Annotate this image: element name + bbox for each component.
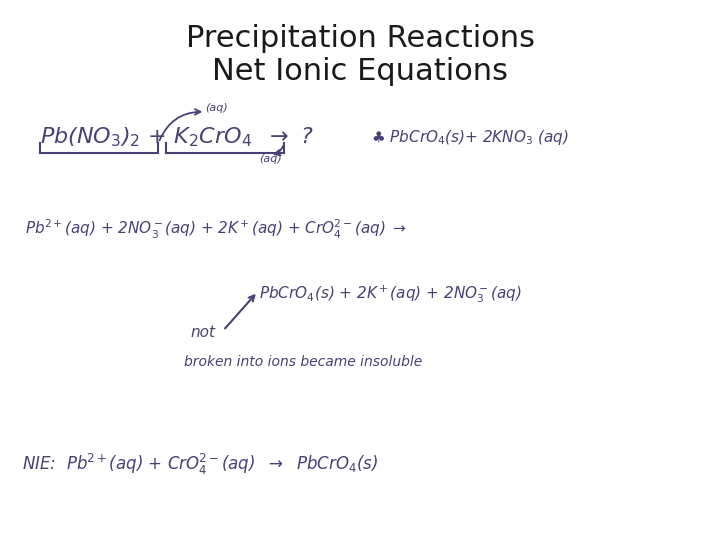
Text: Pb$^{2+}$(aq) + 2NO$_3^-$(aq) + 2K$^+$(aq) + CrO$_4^{2-}$(aq) $\rightarrow$: Pb$^{2+}$(aq) + 2NO$_3^-$(aq) + 2K$^+$(a… — [25, 218, 408, 241]
Text: $\clubsuit$ PbCrO$_4$(s)+ 2KNO$_3$ (aq): $\clubsuit$ PbCrO$_4$(s)+ 2KNO$_3$ (aq) — [371, 128, 569, 147]
Text: Pb(NO$_3$)$_2$ + K$_2$CrO$_4$  $\rightarrow$ ?: Pb(NO$_3$)$_2$ + K$_2$CrO$_4$ $\rightarr… — [40, 126, 313, 150]
Text: not: not — [191, 325, 216, 340]
Text: (aq): (aq) — [205, 103, 228, 113]
Text: NIE:  Pb$^{2+}$(aq) + CrO$_4^{2-}$(aq)  $\rightarrow$  PbCrO$_4$(s): NIE: Pb$^{2+}$(aq) + CrO$_4^{2-}$(aq) $\… — [22, 452, 378, 477]
Text: Net Ionic Equations: Net Ionic Equations — [212, 57, 508, 86]
Text: PbCrO$_4$(s) + 2K$^+$(aq) + 2NO$_3^-$(aq): PbCrO$_4$(s) + 2K$^+$(aq) + 2NO$_3^-$(aq… — [259, 284, 522, 305]
Text: Precipitation Reactions: Precipitation Reactions — [186, 24, 534, 53]
Text: broken into ions became insoluble: broken into ions became insoluble — [184, 355, 422, 369]
Text: (aq): (aq) — [259, 154, 282, 164]
